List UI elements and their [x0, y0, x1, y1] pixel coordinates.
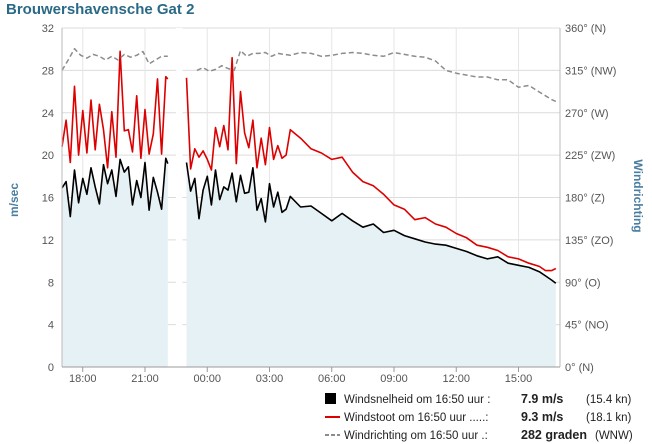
y-tick-left: 24 [42, 108, 54, 120]
y-tick-right: 270° (W) [565, 108, 609, 120]
y-tick-right: 360° (N) [565, 23, 606, 35]
legend-extra-gust: (18.1 kn) [586, 412, 632, 424]
legend-swatch-speed [325, 393, 336, 404]
y-axis-left-title: m/sec [7, 183, 21, 217]
x-tick-label: 18:00 [69, 373, 97, 385]
y-tick-left: 20 [42, 150, 54, 162]
legend-extra-speed: (15.4 kn) [586, 394, 632, 406]
series-line-windrichting [61, 47, 168, 71]
series-line-windstoot [61, 50, 169, 169]
x-tick-label: 00:00 [193, 373, 221, 385]
x-tick-label: 03:00 [256, 373, 284, 385]
axes [61, 28, 561, 372]
series-lines [61, 47, 557, 284]
y-tick-left: 32 [42, 23, 54, 35]
legend-label-gust: Windstoot om 16:50 uur .....: [344, 412, 488, 424]
x-tick-label: 09:00 [380, 373, 408, 385]
y-tick-left: 16 [42, 193, 54, 205]
legend-label-speed: Windsnelheid om 16:50 uur : [344, 394, 490, 406]
y-tick-left: 28 [42, 65, 54, 77]
legend-label-direction: Windrichting om 16:50 uur .: [344, 430, 488, 442]
series-line-windsnelheid [185, 162, 557, 284]
y-tick-right: 225° (ZW) [565, 150, 615, 162]
legend-item-speed: Windsnelheid om 16:50 uur : 7.9 m/s (15.… [325, 392, 632, 406]
legend-value-direction: 282 graden [521, 428, 587, 442]
area-windsnelheid [186, 162, 556, 367]
y-tick-left: 4 [48, 320, 54, 332]
x-tick-label: 15:00 [505, 373, 533, 385]
legend-value-speed: 7.9 m/s [521, 392, 563, 406]
y-tick-right: 45° (NO) [565, 320, 609, 332]
x-tick-label: 12:00 [442, 373, 470, 385]
y-tick-right: 90° (O) [565, 277, 601, 289]
legend-value-gust: 9.3 m/s [521, 410, 563, 424]
y-tick-left: 0 [48, 362, 54, 374]
series-line-windsnelheid [61, 157, 169, 218]
speed-area-fill [62, 158, 556, 367]
legend: Windsnelheid om 16:50 uur : 7.9 m/s (15.… [325, 392, 633, 442]
y-tick-right: 315° (NW) [565, 65, 616, 77]
y-tick-right: 135° (ZO) [565, 235, 613, 247]
series-line-windstoot [185, 56, 557, 272]
legend-extra-direction: (WNW) [595, 430, 633, 442]
legend-item-direction: Windrichting om 16:50 uur .: 282 graden … [325, 428, 633, 442]
y-axis-right-title: Windrichting [631, 159, 645, 232]
y-tick-left: 8 [48, 277, 54, 289]
tick-labels: 0 4 8 12 16 20 24 28 32 0° (N) 45° (NO) 90° (O) 135°… [42, 23, 617, 385]
y-tick-right: 0° (N) [565, 362, 594, 374]
x-tick-label: 06:00 [318, 373, 346, 385]
series-line-windrichting [196, 49, 557, 103]
y-tick-right: 180° (Z) [565, 193, 605, 205]
legend-item-gust: Windstoot om 16:50 uur .....: 9.3 m/s (1… [325, 410, 632, 424]
gap-band [175, 28, 183, 367]
data-gap [175, 28, 183, 367]
y-tick-left: 12 [42, 235, 54, 247]
chart-title: Brouwershavensche Gat 2 [6, 1, 194, 18]
x-tick-label: 21:00 [131, 373, 159, 385]
area-windsnelheid [62, 158, 168, 367]
